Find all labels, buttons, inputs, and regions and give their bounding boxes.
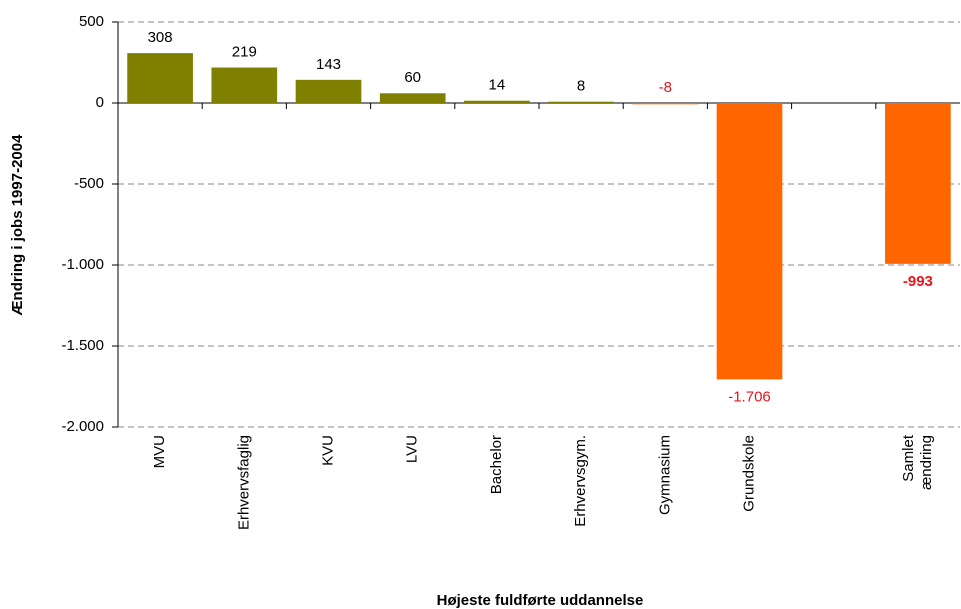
y-tick-label: -1.000 bbox=[61, 256, 104, 273]
bar bbox=[464, 100, 530, 103]
value-label: 60 bbox=[404, 69, 421, 86]
bar bbox=[379, 93, 446, 103]
value-label: 308 bbox=[148, 29, 173, 46]
value-label: -8 bbox=[659, 79, 672, 96]
value-label: 14 bbox=[489, 77, 506, 94]
y-tick-label: 500 bbox=[79, 13, 104, 30]
x-tick-label: Gymnasium bbox=[656, 435, 673, 515]
bar bbox=[295, 79, 362, 103]
y-tick-label: -1.500 bbox=[61, 337, 104, 354]
x-tick-label: KVU bbox=[319, 435, 336, 466]
value-label: 8 bbox=[577, 78, 585, 95]
x-tick-label: MVU bbox=[151, 435, 168, 468]
x-tick-label: Erhvervsgym. bbox=[572, 435, 589, 527]
bar bbox=[716, 103, 783, 380]
bar bbox=[127, 53, 193, 103]
value-label: 219 bbox=[232, 43, 257, 60]
x-tick-label: Bachelor bbox=[488, 435, 505, 494]
y-tick-label: 0 bbox=[96, 94, 104, 111]
x-tick-label: Samletændring bbox=[900, 434, 935, 490]
value-label: -993 bbox=[903, 273, 933, 290]
bar bbox=[548, 101, 614, 103]
y-axis-title: Ændring i jobs 1997-2004 bbox=[9, 134, 26, 316]
bar bbox=[885, 103, 951, 264]
value-label: 143 bbox=[316, 56, 341, 73]
bar bbox=[632, 103, 699, 105]
x-tick-label: Grundskole bbox=[740, 435, 757, 512]
value-label: -1.706 bbox=[728, 388, 771, 405]
y-tick-label: -500 bbox=[74, 175, 104, 192]
x-axis-title: Højeste fuldførte uddannelse bbox=[437, 592, 644, 609]
x-tick-label: LVU bbox=[404, 435, 421, 463]
x-tick-label: Erhvervsfaglig bbox=[235, 435, 252, 530]
bar bbox=[211, 67, 278, 103]
y-tick-label: -2.000 bbox=[61, 418, 104, 435]
